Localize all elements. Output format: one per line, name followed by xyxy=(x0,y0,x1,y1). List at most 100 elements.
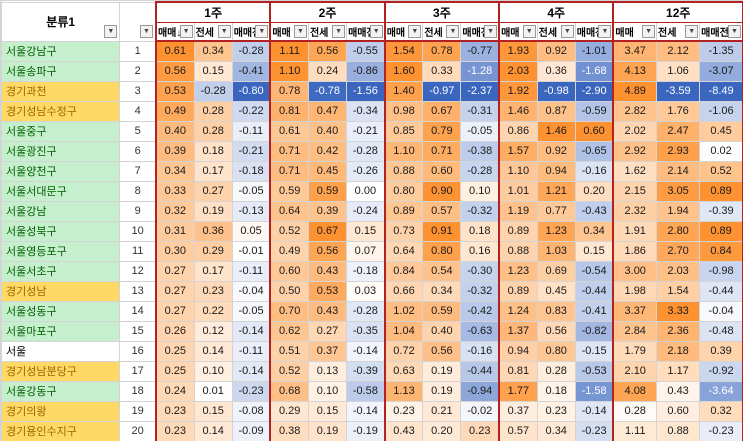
value-cell[interactable]: 0.94 xyxy=(536,160,576,182)
value-cell[interactable]: 0.80 xyxy=(422,240,462,262)
value-cell[interactable]: -0.94 xyxy=(460,380,500,402)
week-header-2w[interactable]: 2주 xyxy=(269,1,386,23)
value-cell[interactable]: 0.40 xyxy=(422,320,462,342)
value-cell[interactable]: 0.19 xyxy=(422,360,462,382)
value-cell[interactable]: 0.24 xyxy=(307,60,348,82)
filter-dropdown-icon[interactable]: ▼ xyxy=(217,24,231,38)
value-cell[interactable]: 0.57 xyxy=(498,420,538,441)
category-cell[interactable]: 서울 xyxy=(1,340,121,362)
column-header-maemae[interactable]: 매매 ▼ xyxy=(269,21,309,42)
value-cell[interactable]: -0.26 xyxy=(346,160,386,182)
value-cell[interactable]: -0.44 xyxy=(574,280,614,302)
value-cell[interactable]: 1.46 xyxy=(536,120,576,142)
value-cell[interactable]: 0.36 xyxy=(536,60,576,82)
value-cell[interactable]: 0.27 xyxy=(193,180,233,202)
value-cell[interactable]: 0.39 xyxy=(699,340,743,362)
column-header-maemae[interactable]: 매매 ▼ xyxy=(498,21,538,42)
value-cell[interactable]: 0.94 xyxy=(498,340,538,362)
value-cell[interactable]: 0.18 xyxy=(193,140,233,162)
value-cell[interactable]: -1.68 xyxy=(574,60,614,82)
value-cell[interactable]: 0.31 xyxy=(154,220,195,242)
value-cell[interactable]: 2.84 xyxy=(612,320,658,342)
value-cell[interactable]: 0.30 xyxy=(154,240,195,262)
value-cell[interactable]: 0.88 xyxy=(498,240,538,262)
value-cell[interactable]: 0.13 xyxy=(307,360,348,382)
value-cell[interactable]: 1.57 xyxy=(498,140,538,162)
value-cell[interactable]: 0.81 xyxy=(498,360,538,382)
value-cell[interactable]: 0.64 xyxy=(383,240,424,262)
value-cell[interactable]: 0.23 xyxy=(383,400,424,422)
value-cell[interactable]: 0.60 xyxy=(574,120,614,142)
value-cell[interactable]: 0.14 xyxy=(193,340,233,362)
week-header-1w[interactable]: 1주 xyxy=(154,1,272,23)
category-cell[interactable]: 서울성동구 xyxy=(1,300,121,322)
value-cell[interactable]: -0.14 xyxy=(574,400,614,422)
column-header-jeonse[interactable]: 전세 ▼ xyxy=(536,21,576,42)
category-cell[interactable]: 경기성남 xyxy=(1,280,121,302)
value-cell[interactable]: 1.01 xyxy=(498,180,538,202)
value-cell[interactable]: 0.73 xyxy=(383,220,424,242)
value-cell[interactable]: 2.70 xyxy=(656,240,701,262)
value-cell[interactable]: -0.21 xyxy=(231,140,271,162)
filter-dropdown-icon[interactable]: ▼ xyxy=(446,24,460,38)
value-cell[interactable]: -1.58 xyxy=(574,380,614,402)
value-cell[interactable]: -0.08 xyxy=(231,400,271,422)
value-cell[interactable]: 0.90 xyxy=(422,180,462,202)
value-cell[interactable]: 0.10 xyxy=(307,380,348,402)
value-cell[interactable]: 1.10 xyxy=(269,60,309,82)
value-cell[interactable]: -0.28 xyxy=(460,160,500,182)
row-number-cell[interactable]: 10 xyxy=(119,220,157,242)
value-cell[interactable]: 0.91 xyxy=(422,220,462,242)
row-number-cell[interactable]: 14 xyxy=(119,300,157,322)
value-cell[interactable]: 2.12 xyxy=(656,40,701,62)
value-cell[interactable]: 2.80 xyxy=(656,220,701,242)
value-cell[interactable]: -0.13 xyxy=(231,200,271,222)
value-cell[interactable]: 1.54 xyxy=(383,40,424,62)
value-cell[interactable]: 0.89 xyxy=(383,200,424,222)
value-cell[interactable]: -0.54 xyxy=(574,260,614,282)
sort-filter-icon[interactable]: ▼ xyxy=(179,24,193,38)
value-cell[interactable]: 0.92 xyxy=(536,140,576,162)
value-cell[interactable]: 0.38 xyxy=(269,420,309,441)
category-column-header[interactable]: 분류1 ▼ xyxy=(1,1,121,42)
column-header-maemae-jeon[interactable]: 매매전▼ xyxy=(346,21,386,42)
category-cell[interactable]: 경기의왕 xyxy=(1,400,121,422)
value-cell[interactable]: 0.23 xyxy=(193,280,233,302)
value-cell[interactable]: 0.34 xyxy=(422,280,462,302)
value-cell[interactable]: -0.22 xyxy=(231,100,271,122)
row-number-cell[interactable]: 8 xyxy=(119,180,157,202)
category-cell[interactable]: 서울마포구 xyxy=(1,320,121,342)
filter-dropdown-icon[interactable]: ▼ xyxy=(728,24,741,38)
value-cell[interactable]: 0.25 xyxy=(154,360,195,382)
value-cell[interactable]: 2.18 xyxy=(656,340,701,362)
value-cell[interactable]: 1.19 xyxy=(498,200,538,222)
value-cell[interactable]: -0.44 xyxy=(460,360,500,382)
value-cell[interactable]: -0.55 xyxy=(346,40,386,62)
week-header-3w[interactable]: 3주 xyxy=(383,1,501,23)
value-cell[interactable]: 0.68 xyxy=(269,380,309,402)
filter-dropdown-icon[interactable]: ▼ xyxy=(685,24,699,38)
value-cell[interactable]: -0.14 xyxy=(231,360,271,382)
category-cell[interactable]: 서울광진구 xyxy=(1,140,121,162)
row-number-cell[interactable]: 17 xyxy=(119,360,157,382)
value-cell[interactable]: -0.80 xyxy=(231,80,271,102)
value-cell[interactable]: -0.16 xyxy=(574,160,614,182)
value-cell[interactable]: 1.17 xyxy=(656,360,701,382)
value-cell[interactable]: -0.41 xyxy=(574,300,614,322)
value-cell[interactable]: 2.93 xyxy=(656,140,701,162)
row-number-cell[interactable]: 6 xyxy=(119,140,157,162)
value-cell[interactable]: 0.81 xyxy=(269,100,309,122)
value-cell[interactable]: -0.02 xyxy=(460,400,500,422)
value-cell[interactable]: 0.05 xyxy=(231,220,271,242)
category-cell[interactable]: 서울서초구 xyxy=(1,260,121,282)
row-number-cell[interactable]: 19 xyxy=(119,400,157,422)
value-cell[interactable]: 1.98 xyxy=(612,280,658,302)
value-cell[interactable]: 3.00 xyxy=(612,260,658,282)
value-cell[interactable]: 0.45 xyxy=(536,280,576,302)
value-cell[interactable]: -0.23 xyxy=(231,380,271,402)
value-cell[interactable]: -0.82 xyxy=(574,320,614,342)
value-cell[interactable]: 0.15 xyxy=(574,240,614,262)
column-header-jeonse[interactable]: 전세 ▼ xyxy=(193,21,233,42)
value-cell[interactable]: -0.44 xyxy=(699,280,743,302)
value-cell[interactable]: 1.86 xyxy=(612,240,658,262)
